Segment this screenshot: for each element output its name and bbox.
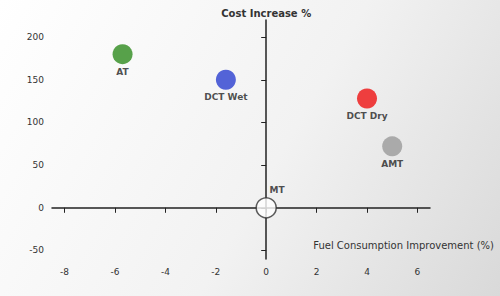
svg-text:AMT: AMT — [381, 159, 404, 169]
svg-text:DCT Wet: DCT Wet — [204, 92, 248, 102]
svg-text:150: 150 — [27, 75, 44, 85]
svg-text:-50: -50 — [29, 245, 44, 255]
svg-text:Fuel Consumption Improvement (: Fuel Consumption Improvement (%) — [313, 240, 494, 251]
svg-text:MT: MT — [269, 185, 285, 195]
svg-text:DCT Dry: DCT Dry — [346, 111, 387, 121]
svg-text:-6: -6 — [111, 267, 120, 277]
svg-text:50: 50 — [33, 160, 45, 170]
svg-text:0: 0 — [263, 267, 269, 277]
svg-text:-2: -2 — [211, 267, 220, 277]
svg-text:2: 2 — [314, 267, 320, 277]
svg-text:-4: -4 — [161, 267, 170, 277]
svg-text:0: 0 — [38, 203, 44, 213]
svg-text:AT: AT — [116, 67, 129, 77]
svg-text:200: 200 — [27, 32, 44, 42]
svg-text:-8: -8 — [60, 267, 69, 277]
svg-text:6: 6 — [415, 267, 421, 277]
svg-text:Cost Increase %: Cost Increase % — [221, 8, 311, 19]
svg-text:4: 4 — [364, 267, 370, 277]
svg-text:100: 100 — [27, 117, 44, 127]
